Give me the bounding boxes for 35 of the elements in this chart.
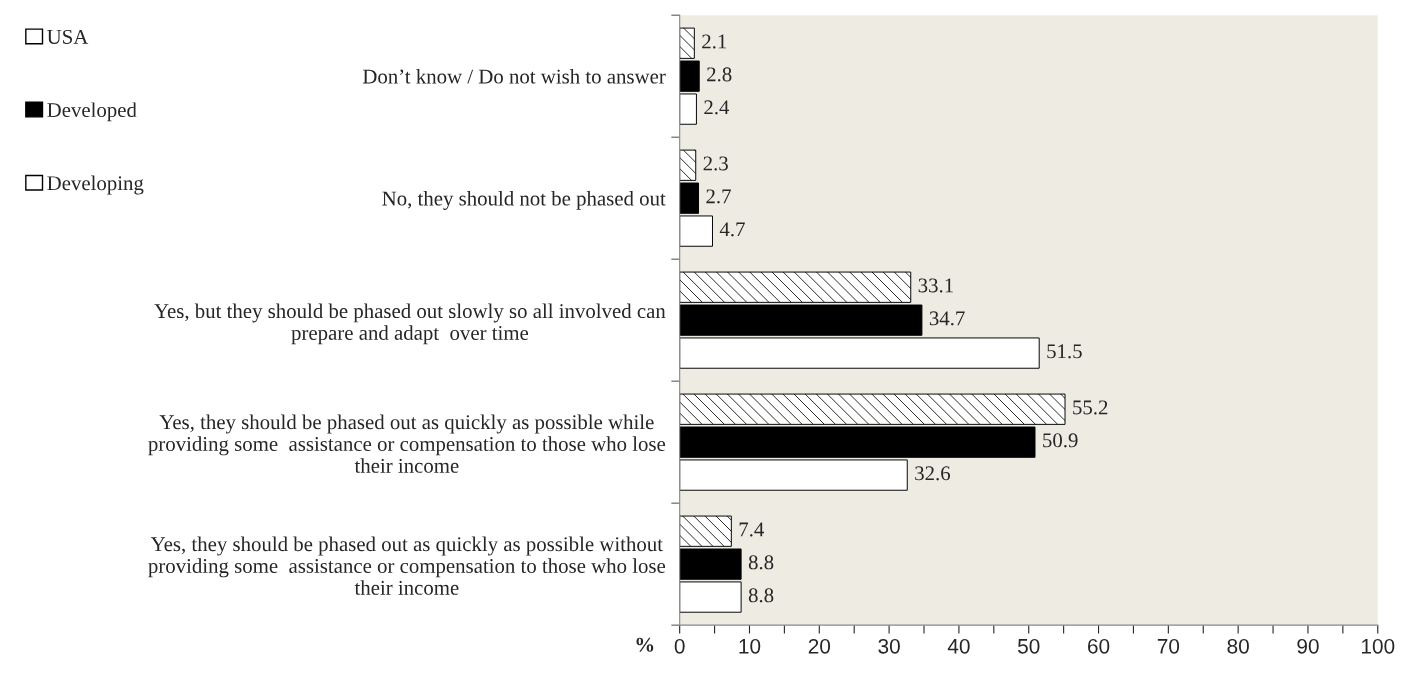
data-label: 32.6 (915, 466, 951, 481)
x-tick-label: 80 (1227, 638, 1249, 654)
data-label: 8.8 (748, 588, 774, 603)
data-label: 51.5 (1047, 344, 1082, 359)
x-tick-label: 40 (947, 638, 970, 654)
y-tick-label: Yes, but they should be phased out slowly so all involved can prepare and adapt over time (154, 303, 666, 345)
y-tick-label: Yes, they should be phased out as quickly as possible while providing some assistance or compensation to those who lose their income (148, 414, 666, 473)
y-tick-label: Yes, they should be phased out as quickly as possible without providing some assistance or compensation to those who lose their income (148, 536, 666, 595)
x-axis-title: % (636, 637, 654, 652)
x-tick-label: 0 (674, 638, 685, 654)
y-tick-label: Don’t know / Do not wish to answer (362, 68, 666, 84)
data-label: 2.3 (703, 156, 728, 171)
x-tick-label: 70 (1157, 638, 1180, 654)
data-label: 2.7 (706, 189, 731, 204)
y-tick-label: No, they should not be phased out (382, 190, 666, 210)
data-label: 50.9 (1043, 433, 1078, 448)
data-label: 7.4 (739, 522, 764, 537)
data-label: 34.7 (929, 311, 965, 326)
data-label: 8.8 (748, 555, 774, 570)
x-tick-label: 100 (1361, 638, 1395, 654)
x-tick-label: 50 (1017, 638, 1040, 654)
data-label: 2.8 (707, 67, 732, 82)
data-label: 2.1 (702, 34, 727, 49)
legend-label: Developed (47, 102, 137, 122)
x-tick-label: 90 (1297, 638, 1319, 654)
data-label: 4.7 (719, 222, 745, 237)
x-tick-label: 20 (808, 638, 831, 654)
x-tick-label: 10 (739, 638, 761, 654)
x-tick-label: 60 (1088, 638, 1110, 654)
x-tick-label: 30 (878, 638, 900, 654)
legend-label: USA (47, 29, 89, 44)
data-label: 33.1 (918, 278, 953, 293)
legend-label: Developing (47, 175, 144, 195)
data-label: 55.2 (1073, 400, 1108, 415)
data-label: 2.4 (704, 100, 730, 115)
